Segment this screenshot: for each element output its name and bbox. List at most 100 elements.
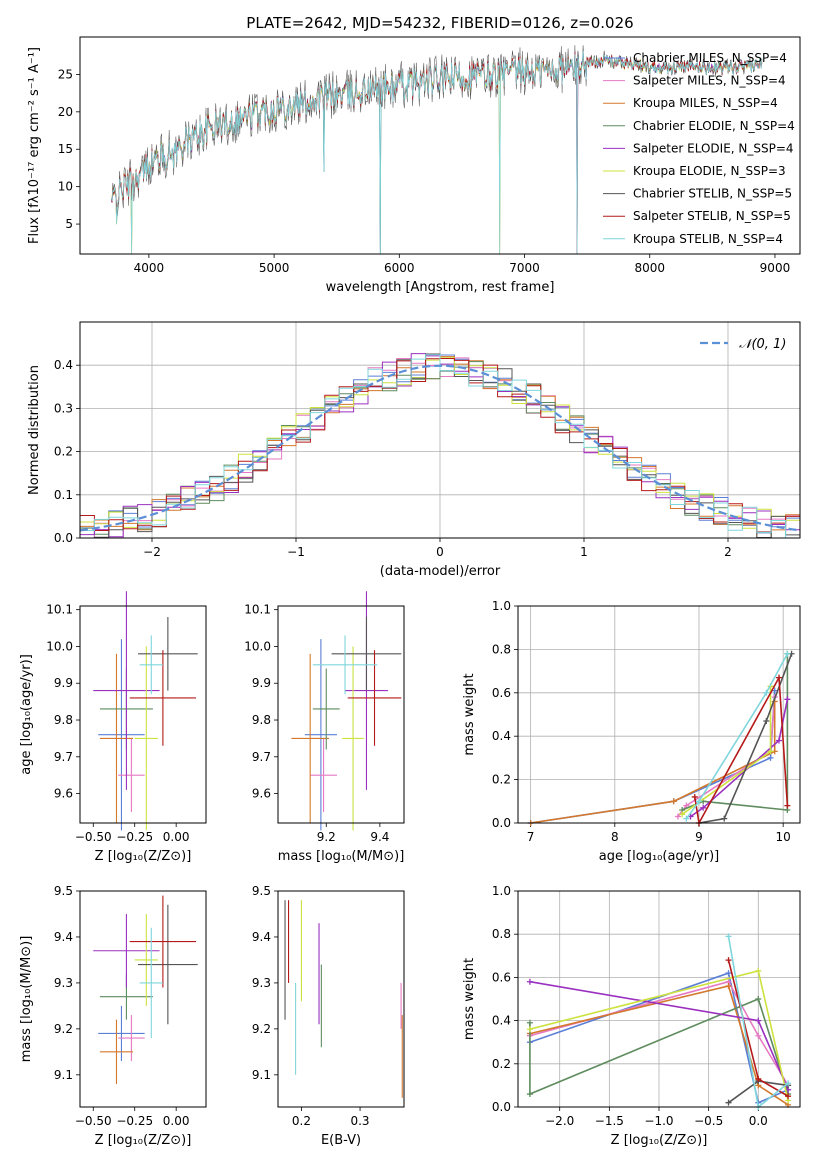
weight-marker (670, 798, 677, 805)
x-axis-label: Z [log₁₀(Z/Z⊙)] (95, 849, 192, 864)
legend-entry: Salpeter ELODIE, N_SSP=4 (633, 141, 794, 155)
x-tick-label: −0.25 (116, 830, 153, 844)
axes-frame (277, 890, 405, 1108)
weight-marker (784, 696, 791, 703)
y-tick-label: 0.6 (492, 686, 511, 700)
y-tick-label: 9.8 (54, 713, 73, 727)
y-tick-label: 9.9 (252, 676, 271, 690)
weight-marker (784, 802, 791, 809)
weight-marker (767, 748, 774, 755)
weight-marker (755, 1032, 762, 1039)
legend-entry: 𝒩(0, 1) (739, 337, 786, 352)
y-tick-label: 0.4 (492, 729, 511, 743)
weight-marker (763, 689, 770, 696)
y-tick-label: 0.0 (54, 531, 73, 545)
weight-marker (755, 1075, 762, 1082)
x-tick-label: −1 (287, 545, 305, 559)
weight-marker (785, 1093, 792, 1100)
x-tick-label: 6000 (384, 261, 415, 275)
gaussian-curve (79, 364, 801, 532)
y-axis-label: mass [log₁₀(M/M⊙)] (19, 936, 34, 1063)
x-tick-label: 2 (724, 545, 732, 559)
y-tick-label: 9.8 (252, 713, 271, 727)
weight-line (529, 997, 789, 1096)
mass_vs_Z-axes: −0.50 −0.25 0.00 9.1 9.2 9.3 9.4 9.5 Z [log₁₀(Z/… (19, 884, 198, 1148)
x-tick-label: 9000 (760, 261, 791, 275)
y-tick-label: 10.1 (46, 603, 73, 617)
x-tick-label: −0.50 (75, 830, 112, 844)
x-tick-label: 9 (695, 830, 703, 844)
weight-marker (683, 815, 690, 822)
weight-marker (725, 970, 732, 977)
legend-entry: Kroupa STELIB, N_SSP=4 (633, 232, 783, 246)
x-tick-label: −0.50 (75, 1114, 112, 1128)
weight-marker (725, 933, 732, 940)
x-tick-label: 7 (527, 830, 535, 844)
y-tick-label: 9.1 (252, 1068, 271, 1082)
weight_vs_age-axes: 7 8 9 10 0.0 0.2 0.4 0.6 0.8 1.0 age [log₁₀(age/yr… (462, 599, 800, 864)
y-tick-label: 9.5 (54, 884, 73, 898)
legend-entry: Kroupa ELODIE, N_SSP=3 (633, 164, 786, 178)
weight-marker (526, 1019, 533, 1026)
y-tick-label: 20 (58, 105, 73, 119)
y-tick-label: 0.4 (492, 1014, 511, 1028)
x-tick-label: 0.3 (350, 1114, 369, 1128)
y-tick-label: 0.3 (54, 401, 73, 415)
figure-title: PLATE=2642, MJD=54232, FIBERID=0126, z=0… (246, 14, 633, 32)
legend-entry: Chabrier ELODIE, N_SSP=4 (633, 119, 795, 133)
x-tick-label: −0.5 (694, 1114, 723, 1128)
weight-marker (691, 793, 698, 800)
x-axis-label: (data-model)/error (380, 564, 501, 579)
y-tick-label: 25 (58, 67, 73, 81)
x-tick-label: 0.2 (292, 1114, 311, 1128)
axes-frame (79, 890, 207, 1108)
weight-marker (785, 1080, 792, 1087)
weight-line (529, 980, 789, 1086)
x-tick-label: 8000 (634, 261, 665, 275)
residuals-axes: −2 −1 0 1 2 0.0 0.1 0.2 0.3 0.4 (data-model)/error… (27, 322, 801, 579)
axes-frame (79, 321, 801, 539)
weight-marker (526, 1091, 533, 1098)
spectrum-legend: Chabrier MILES, N_SSP=4 Salpeter MILES, N… (603, 51, 795, 246)
x-tick-label: 10 (776, 830, 791, 844)
y-axis-label: Normed distribution (27, 365, 42, 495)
y-tick-label: 9.9 (54, 676, 73, 690)
weight-marker (755, 1017, 762, 1024)
y-tick-label: 10.0 (46, 639, 73, 653)
x-tick-label: 9.2 (317, 830, 336, 844)
weight-marker (725, 983, 732, 990)
spectrum-axes: 4000 5000 6000 7000 8000 9000 5 10 15 20 25 wavelen… (27, 45, 790, 295)
weight-marker (755, 996, 762, 1002)
y-tick-label: 9.2 (252, 1022, 271, 1036)
y-axis-label: mass weight (462, 673, 477, 755)
weight-marker (775, 674, 782, 681)
axes-frame (517, 605, 801, 824)
y-tick-label: 0.2 (54, 445, 73, 459)
weight-marker (755, 967, 762, 974)
legend-entry: Salpeter STELIB, N_SSP=5 (633, 209, 791, 223)
y-tick-label: 0.8 (492, 642, 511, 656)
weight-line (681, 653, 789, 811)
x-tick-label: 7000 (509, 261, 540, 275)
histogram-step (80, 354, 800, 539)
y-tick-label: 9.4 (252, 930, 271, 944)
x-tick-label: 0 (436, 545, 444, 559)
age_vs_mass-axes: 9.2 9.4 9.6 9.7 9.8 9.9 10.0 10.1 mass [log₁₀(M/… (244, 591, 404, 864)
y-tick-label: 0.8 (492, 927, 511, 941)
x-tick-label: 5000 (259, 261, 290, 275)
y-tick-label: 9.5 (252, 884, 271, 898)
weight-line (685, 653, 789, 820)
x-tick-label: −1.0 (644, 1114, 673, 1128)
weight-marker (526, 978, 533, 985)
y-tick-label: 9.4 (54, 930, 73, 944)
y-tick-label: 9.6 (54, 787, 73, 801)
y-tick-label: 0.0 (492, 1100, 511, 1114)
y-tick-label: 0.2 (492, 773, 511, 787)
y-tick-label: 5 (65, 217, 73, 231)
weight_vs_Z-axes: −2.0 −1.5 −1.0 −0.5 0.0 0.0 0.2 0.4 0.6 0.8 1.0 Z [… (462, 884, 800, 1148)
x-axis-label: Z [log₁₀(Z/Z⊙)] (611, 1133, 708, 1148)
x-tick-label: 0.0 (749, 1114, 768, 1128)
x-axis-label: E(B-V) (321, 1133, 361, 1148)
axes-frame (79, 36, 801, 255)
